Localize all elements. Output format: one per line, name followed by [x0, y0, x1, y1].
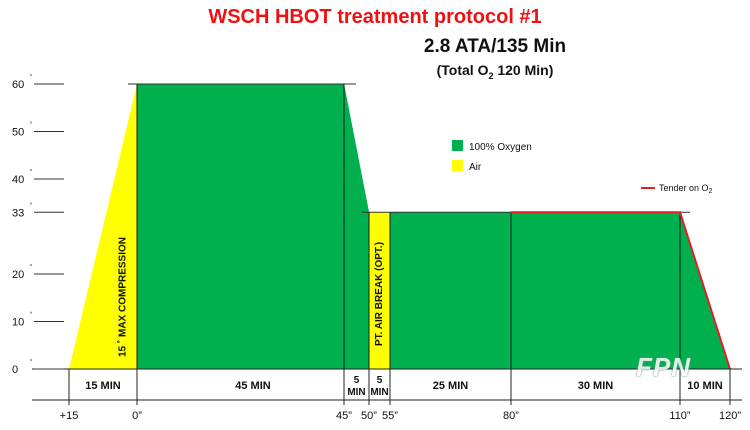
legend-swatch-1 — [452, 160, 463, 171]
x-tick-label-0: +15 — [60, 410, 79, 422]
y-tick-degree-60: ˚ — [30, 74, 32, 82]
duration-label-3-a: 5 — [377, 375, 383, 386]
segment-oxygen-1 — [137, 84, 369, 369]
x-tick-label-4: 55” — [382, 410, 398, 422]
segment-oxygen-5 — [511, 212, 680, 369]
duration-label-0: 15 MIN — [85, 380, 121, 392]
segment-label-0: 15 ˚ MAX COMPRESSION — [117, 237, 129, 357]
duration-label-2-a: 5 — [354, 375, 360, 386]
y-tick-degree-40: ˚ — [30, 169, 32, 177]
legend-label-0: 100% Oxygen — [469, 142, 532, 153]
y-tick-label-33: 33 — [12, 207, 24, 219]
legend-label-1: Air — [469, 162, 482, 173]
segment-oxygen-2 — [344, 84, 369, 369]
chart-subtitle-total-o2: (Total O2 120 Min) — [300, 62, 690, 81]
segment-air-0 — [69, 84, 137, 369]
segment-oxygen-4 — [390, 212, 511, 369]
tender-legend-text: Tender on O — [659, 183, 709, 193]
fpn-watermark-logo: FPN — [636, 352, 691, 382]
duration-label-1: 45 MIN — [235, 380, 271, 392]
x-tick-label-6: 110” — [669, 410, 691, 422]
x-tick-label-5: 80” — [503, 410, 519, 422]
duration-label-3-b: MIN — [370, 387, 388, 398]
y-tick-label-60: 60 — [12, 79, 24, 91]
y-tick-degree-10: ˚ — [30, 312, 32, 320]
subtitle2-sub: 2 — [488, 70, 494, 81]
y-tick-label-0: 0 — [12, 364, 18, 376]
subtitle2-suffix: 120 Min) — [493, 62, 554, 78]
y-tick-degree-50: ˚ — [30, 122, 32, 130]
tender-legend-label: Tender on O2 — [659, 183, 713, 195]
x-tick-label-1: 0” — [132, 410, 142, 422]
y-tick-label-20: 20 — [12, 269, 24, 281]
legend-swatch-0 — [452, 140, 463, 151]
chart-title: WSCH HBOT treatment protocol #1 — [208, 6, 542, 28]
y-tick-label-50: 50 — [12, 127, 24, 139]
duration-label-5: 30 MIN — [578, 380, 614, 392]
y-tick-degree-20: ˚ — [30, 264, 32, 272]
x-tick-label-7: 120” — [719, 410, 741, 422]
y-tick-label-40: 40 — [12, 174, 24, 186]
y-tick-degree-33: ˚ — [30, 202, 32, 210]
duration-label-4: 25 MIN — [433, 380, 469, 392]
duration-label-2-b: MIN — [347, 387, 365, 398]
segment-air-3 — [369, 212, 390, 369]
subtitle2-prefix: (Total O — [436, 62, 489, 78]
x-tick-label-2: 45” — [336, 410, 352, 422]
tender-on-o2-line — [511, 211, 731, 370]
y-tick-label-10: 10 — [12, 317, 24, 329]
y-tick-degree-0: ˚ — [30, 359, 32, 367]
x-tick-label-3: 50” — [361, 410, 377, 422]
segment-label-3: PT. AIR BREAK (OPT.) — [374, 242, 385, 346]
tender-legend-sub: 2 — [709, 188, 713, 195]
duration-label-6: 10 MIN — [687, 380, 723, 392]
chart-subtitle: 2.8 ATA/135 Min — [423, 36, 567, 57]
